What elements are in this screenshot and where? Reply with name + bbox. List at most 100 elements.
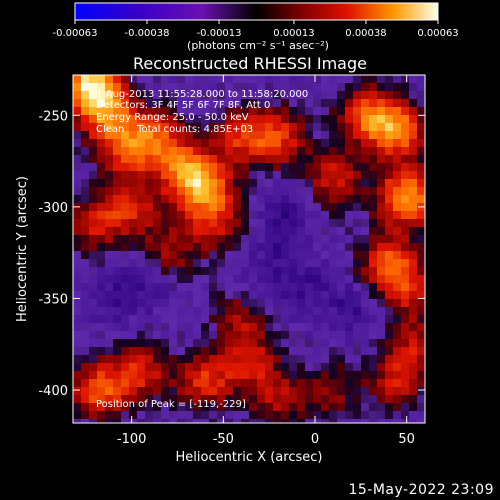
heatmap-cell: [393, 155, 401, 163]
heatmap-cell: [193, 83, 201, 91]
heatmap-cell: [337, 187, 345, 195]
heatmap-cell: [409, 115, 417, 123]
heatmap-cell: [217, 179, 225, 187]
heatmap-cell: [105, 419, 113, 423]
heatmap-cell: [241, 267, 249, 275]
heatmap-cell: [225, 211, 233, 219]
heatmap-cell: [217, 91, 225, 99]
heatmap-cell: [329, 275, 337, 283]
heatmap-cell: [337, 347, 345, 355]
heatmap-cell: [97, 323, 105, 331]
heatmap-cell: [273, 275, 281, 283]
heatmap-cell: [129, 283, 137, 291]
heatmap-cell: [129, 123, 137, 131]
heatmap-cell: [393, 363, 401, 371]
heatmap-cell: [305, 331, 313, 339]
heatmap-cell: [393, 275, 401, 283]
heatmap-cell: [281, 283, 289, 291]
heatmap-cell: [337, 339, 345, 347]
heatmap-cell: [265, 147, 273, 155]
heatmap-cell: [169, 187, 177, 195]
heatmap-cell: [185, 211, 193, 219]
heatmap-cell: [241, 187, 249, 195]
heatmap-cell: [177, 203, 185, 211]
heatmap-cell: [273, 99, 281, 107]
heatmap-cell: [137, 107, 145, 115]
heatmap-cell: [273, 219, 281, 227]
heatmap-cell: [297, 403, 305, 411]
heatmap-cell: [361, 331, 369, 339]
heatmap-cell: [153, 99, 161, 107]
heatmap-cell: [97, 123, 105, 131]
heatmap-cell: [89, 107, 97, 115]
heatmap-cell: [297, 211, 305, 219]
heatmap-cell: [305, 219, 313, 227]
colorbar: [74, 2, 439, 21]
heatmap-cell: [281, 291, 289, 299]
heatmap-cell: [329, 227, 337, 235]
heatmap-cell: [241, 139, 249, 147]
heatmap-cell: [409, 123, 417, 131]
heatmap-cell: [361, 139, 369, 147]
heatmap-cell: [345, 99, 353, 107]
heatmap-cell: [361, 363, 369, 371]
heatmap-cell: [121, 91, 129, 99]
heatmap-cell: [169, 363, 177, 371]
heatmap-cell: [281, 219, 289, 227]
heatmap-cell: [257, 195, 265, 203]
heatmap-cell: [345, 227, 353, 235]
heatmap-cell: [209, 395, 217, 403]
heatmap-cell: [329, 323, 337, 331]
heatmap-cell: [201, 179, 209, 187]
heatmap-cell: [145, 323, 153, 331]
heatmap-cell: [193, 163, 201, 171]
heatmap-cell: [369, 195, 377, 203]
heatmap-cell: [273, 267, 281, 275]
heatmap-cell: [345, 267, 353, 275]
heatmap-cell: [97, 387, 105, 395]
heatmap-cell: [297, 195, 305, 203]
heatmap-cell: [89, 75, 97, 83]
heatmap-cell: [177, 307, 185, 315]
heatmap-cell: [297, 339, 305, 347]
heatmap-cell: [289, 387, 297, 395]
heatmap-cell: [73, 395, 81, 403]
heatmap-cell: [377, 363, 385, 371]
heatmap-cell: [393, 171, 401, 179]
heatmap-cell: [105, 363, 113, 371]
heatmap-cell: [201, 147, 209, 155]
heatmap-cell: [81, 251, 89, 259]
heatmap-cell: [257, 259, 265, 267]
heatmap-cell: [113, 347, 121, 355]
heatmap-cell: [353, 387, 361, 395]
heatmap-cell: [97, 83, 105, 91]
heatmap-cell: [257, 131, 265, 139]
heatmap-cell: [273, 179, 281, 187]
heatmap-cell: [209, 419, 217, 423]
heatmap-cell: [289, 227, 297, 235]
heatmap-cell: [385, 283, 393, 291]
heatmap-cell: [153, 123, 161, 131]
heatmap-cell: [169, 123, 177, 131]
heatmap-cell: [161, 259, 169, 267]
heatmap-cell: [209, 347, 217, 355]
heatmap-cell: [265, 323, 273, 331]
heatmap-cell: [417, 243, 425, 251]
plot-frame: [72, 74, 426, 424]
heatmap-cell: [393, 403, 401, 411]
heatmap-cell: [257, 371, 265, 379]
heatmap-cell: [193, 355, 201, 363]
heatmap-cell: [273, 307, 281, 315]
heatmap-cell: [209, 179, 217, 187]
heatmap-cell: [401, 411, 409, 419]
heatmap-cell: [289, 411, 297, 419]
y-axis: -250-300-350-400: [38, 109, 425, 399]
heatmap-cell: [305, 179, 313, 187]
heatmap-cell: [265, 347, 273, 355]
heatmap-cell: [177, 411, 185, 419]
annotation-energy: Energy Range: 25.0 - 50.0 keV: [96, 112, 249, 123]
heatmap-cell: [153, 315, 161, 323]
heatmap-cell: [257, 403, 265, 411]
heatmap-cell: [177, 291, 185, 299]
heatmap-cell: [137, 251, 145, 259]
